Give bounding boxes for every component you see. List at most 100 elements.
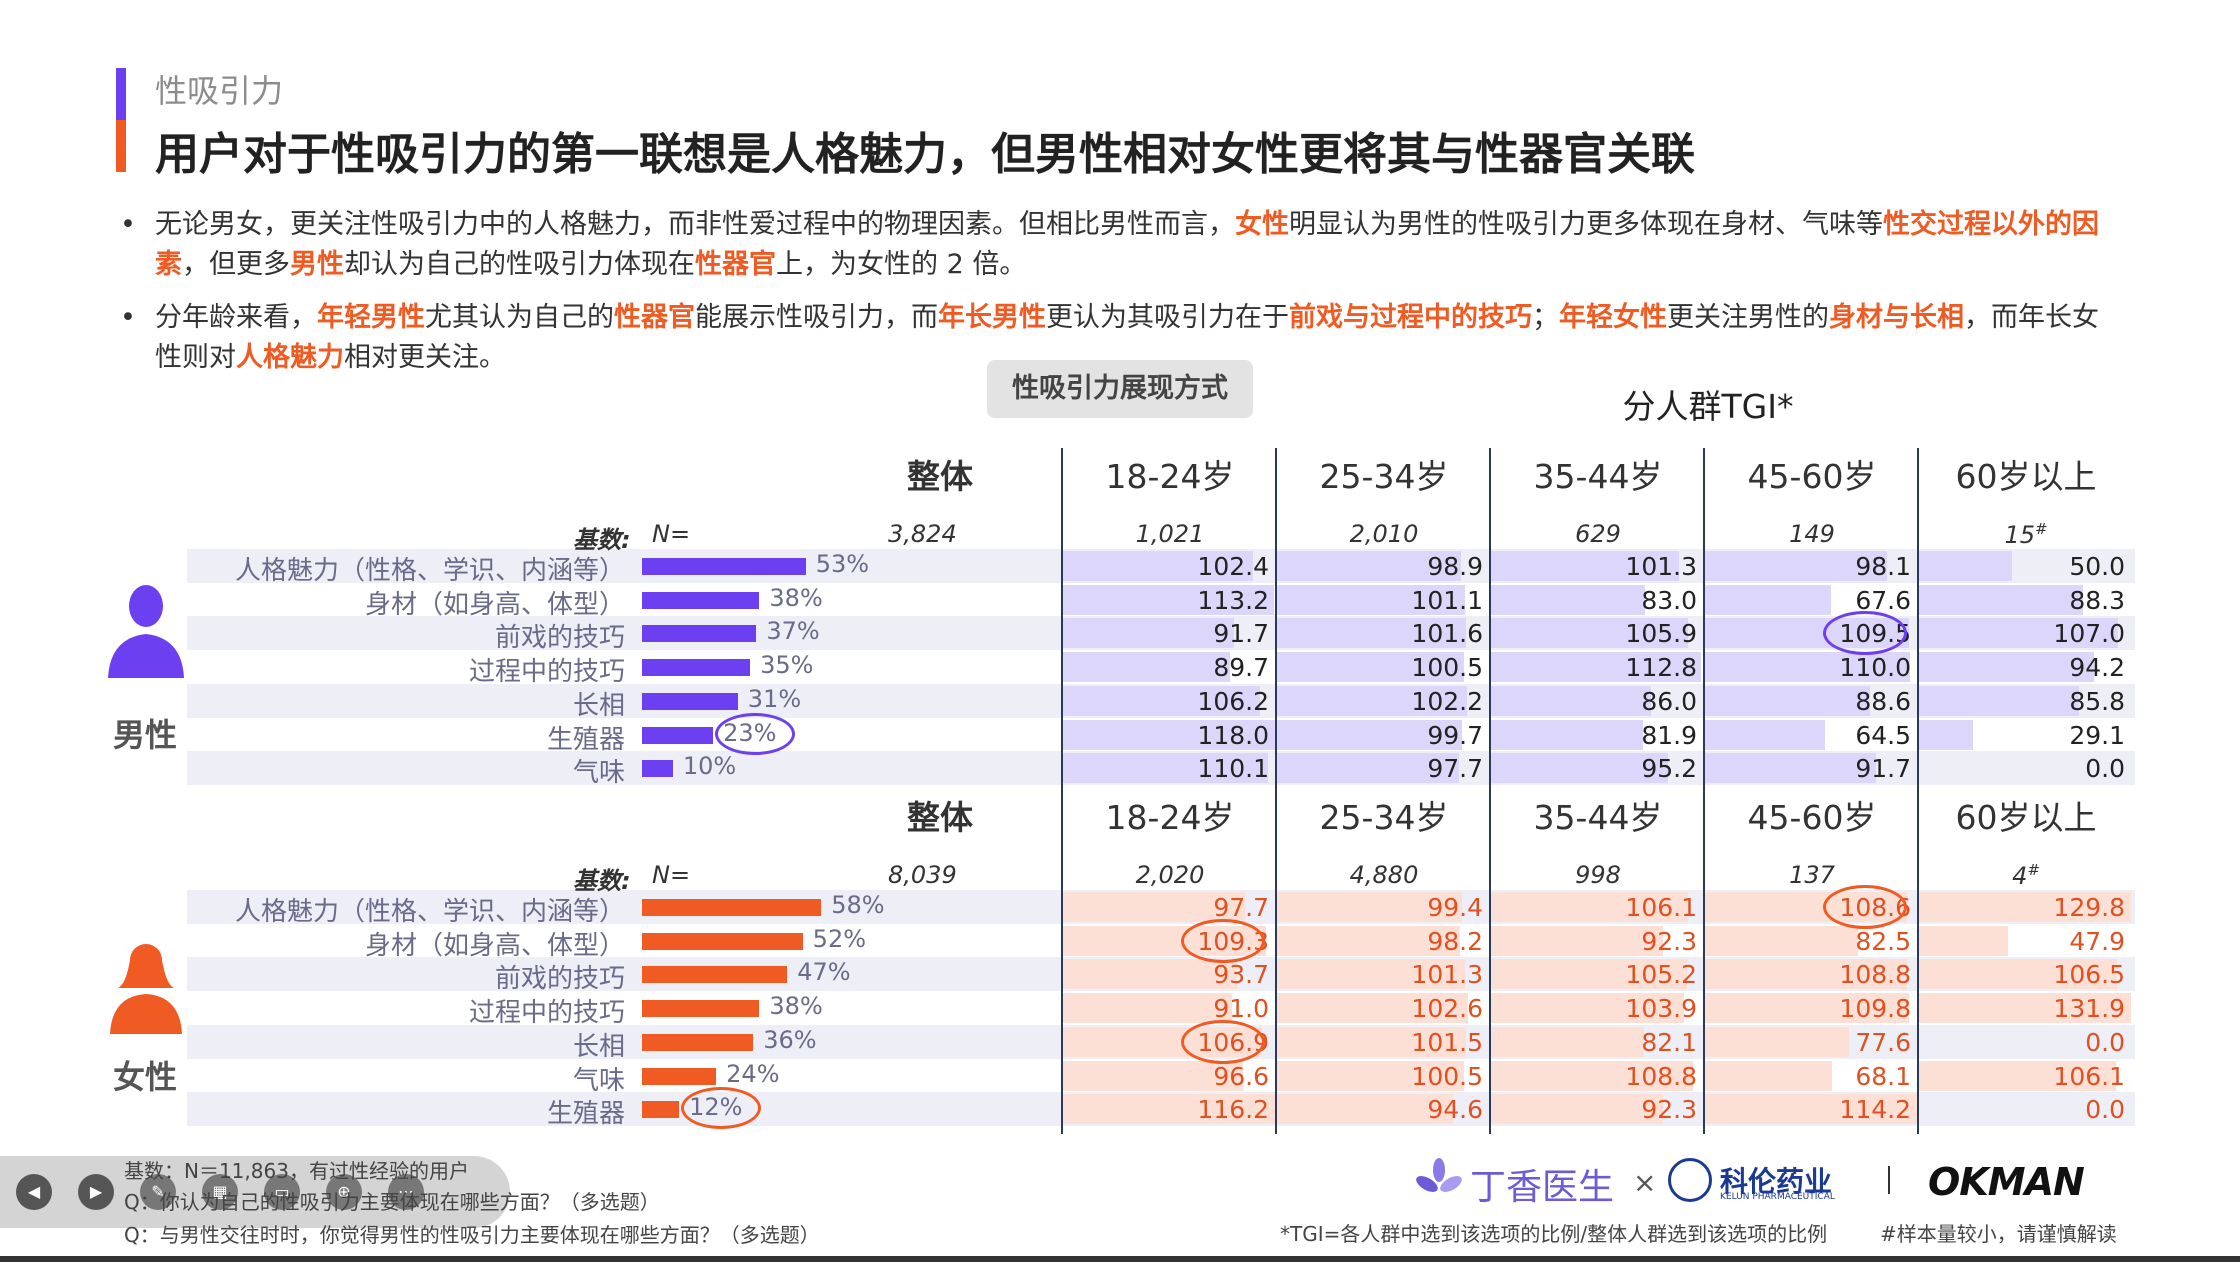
tgi-value: 92.3 xyxy=(1641,1095,1697,1125)
zoom-icon[interactable]: ⊕ xyxy=(326,1174,362,1210)
tgi-note: *TGI=各人群中选到该选项的比例/整体人群选到该选项的比例 xyxy=(1280,1222,1828,1246)
tgi-value: 0.0 xyxy=(2085,754,2125,784)
tgi-value: 129.8 xyxy=(2053,893,2125,922)
footnote-q-female: Q：与男性交往时时，你觉得男性的性吸引力主要体现在哪些方面？（多选题） xyxy=(124,1223,820,1247)
tgi-bar xyxy=(1277,719,1463,750)
tgi-value: 94.6 xyxy=(1427,1095,1483,1125)
highlighted-phrase: 年长男性 xyxy=(938,302,1046,333)
tgi-bar xyxy=(1277,753,1459,784)
grid-view-icon[interactable]: ▦ xyxy=(202,1174,238,1210)
kelun-emblem-icon xyxy=(1668,1158,1712,1202)
overall-bar xyxy=(642,1067,717,1085)
base-age-value: 137 xyxy=(1789,861,1835,889)
tgi-bar xyxy=(1063,618,1234,649)
row-label: 身材（如身高、体型） xyxy=(364,589,625,620)
tgi-value: 102.2 xyxy=(1411,686,1483,716)
previous-slide-icon[interactable]: ◀ xyxy=(16,1174,52,1210)
highlight-circle xyxy=(1823,885,1907,929)
tgi-value: 118.0 xyxy=(1197,720,1269,750)
tgi-bar xyxy=(1491,753,1669,784)
tgi-value: 64.5 xyxy=(1855,720,1911,750)
okman-logo: OKMAN xyxy=(1928,1160,2085,1204)
tgi-value: 105.9 xyxy=(1625,619,1697,649)
overall-pct-label: 38% xyxy=(769,992,823,1021)
tgi-bar xyxy=(1919,584,2084,615)
tgi-bar xyxy=(1919,959,2118,990)
tgi-value: 88.6 xyxy=(1855,686,1911,716)
highlight-circle xyxy=(1181,918,1265,963)
title-accent-bar-purple xyxy=(116,68,126,120)
tgi-bar xyxy=(1919,925,2009,956)
row-label: 人格魅力（性格、学识、内涵等） xyxy=(234,556,625,586)
bullet-1: • 无论男女，更关注性吸引力中的人格魅力，而非性爱过程中的物理因素。但相比男性而… xyxy=(120,205,2120,285)
tgi-value: 93.7 xyxy=(1213,960,1269,990)
highlighted-phrase: 女性 xyxy=(1235,209,1289,240)
pen-icon[interactable]: ✎ xyxy=(140,1174,176,1210)
overall-header: 整体 xyxy=(907,798,973,837)
tgi-bar xyxy=(1491,1094,1663,1125)
tgi-bar xyxy=(1491,925,1663,956)
tgi-bar xyxy=(1063,753,1268,784)
tgi-value: 96.6 xyxy=(1213,1061,1269,1091)
overall-pct-label: 36% xyxy=(763,1025,817,1054)
tgi-value: 88.3 xyxy=(2069,585,2125,615)
highlight-circle xyxy=(1181,1019,1265,1064)
overall-bar xyxy=(642,659,751,677)
title-accent-bar-orange xyxy=(116,120,126,172)
bullet-phrase: 无论男女，更关注性吸引力中的人格魅力，而非性爱过程中的物理因素。但相比男性而言， xyxy=(155,209,1235,240)
overall-bar xyxy=(642,558,806,575)
base-n-label: N= xyxy=(652,520,691,548)
overall-pct-label: 47% xyxy=(797,958,851,987)
dxy-logo-text: 丁香医生 xyxy=(1470,1167,1615,1208)
tgi-bar xyxy=(1919,892,2131,922)
column-divider xyxy=(1489,448,1491,1134)
tgi-bar xyxy=(1705,551,1888,581)
more-options-icon[interactable]: ⋯ xyxy=(388,1174,424,1210)
tgi-bar xyxy=(1063,685,1261,716)
tgi-value: 101.5 xyxy=(1411,1027,1483,1057)
tgi-value: 47.9 xyxy=(2069,926,2125,956)
column-divider xyxy=(1275,448,1277,1134)
tgi-value: 77.6 xyxy=(1855,1027,1911,1057)
tgi-value: 101.1 xyxy=(1411,585,1483,615)
tgi-bar xyxy=(1491,652,1701,683)
next-slide-icon[interactable]: ▶ xyxy=(78,1174,114,1210)
highlighted-phrase: 身材与长相 xyxy=(1829,302,1964,333)
overall-bar xyxy=(642,1033,754,1051)
bullet-phrase: 尤其认为自己的 xyxy=(425,302,614,333)
base-age-value: 2,020 xyxy=(1135,861,1205,889)
kelun-logo-text: 科伦药业 xyxy=(1720,1165,1833,1198)
tgi-value: 103.9 xyxy=(1625,994,1697,1024)
base-overall-value: 8,039 xyxy=(888,861,957,889)
tgi-bar xyxy=(1063,652,1230,683)
tgi-bar xyxy=(1277,685,1468,716)
tgi-bar xyxy=(1277,1094,1453,1125)
bullet-phrase: 明显认为男性的性吸引力更多体现在身材、气味等 xyxy=(1289,209,1883,240)
bullet-phrase: ，但更多 xyxy=(182,249,290,280)
base-age-value: 998 xyxy=(1575,861,1621,889)
bullet-phrase: 更关注男性的 xyxy=(1667,302,1829,333)
tgi-value: 67.6 xyxy=(1855,585,1911,615)
age-header: 18-24岁 xyxy=(1105,798,1235,837)
subtitle-icon[interactable]: ▭ xyxy=(264,1174,300,1210)
overall-pct-label: 38% xyxy=(769,583,823,612)
tgi-bar xyxy=(1705,652,1910,683)
tgi-value: 100.5 xyxy=(1411,1061,1483,1091)
tgi-bar xyxy=(1277,652,1464,683)
tgi-value: 102.4 xyxy=(1197,552,1269,581)
tgi-bar xyxy=(1063,1094,1275,1125)
tgi-value: 108.8 xyxy=(1839,960,1911,990)
tgi-value: 106.2 xyxy=(1197,686,1269,716)
tgi-value: 113.2 xyxy=(1197,585,1269,615)
tgi-value: 106.1 xyxy=(2053,1061,2125,1091)
tgi-value: 82.1 xyxy=(1641,1027,1697,1057)
tgi-value: 101.6 xyxy=(1411,619,1483,649)
highlighted-phrase: 前戏与过程中的技巧 xyxy=(1289,302,1532,333)
bullet-dot: • xyxy=(120,302,136,333)
tgi-bar xyxy=(1491,892,1689,922)
tgi-bar xyxy=(1277,959,1466,990)
tgi-bar xyxy=(1919,685,2079,716)
overall-bar xyxy=(642,966,788,984)
tgi-bar xyxy=(1919,993,2131,1024)
tgi-value: 112.8 xyxy=(1625,653,1697,683)
